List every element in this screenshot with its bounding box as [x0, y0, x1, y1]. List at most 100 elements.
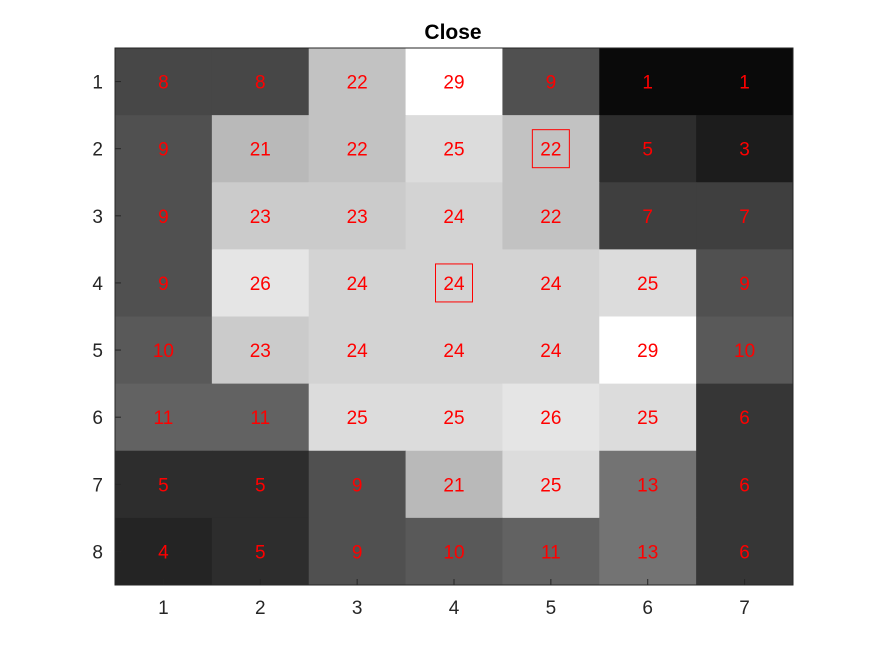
- cell-value-label: 25: [443, 140, 464, 161]
- y-tick-label: 7: [92, 475, 103, 496]
- cell-value-label: 9: [158, 207, 169, 228]
- cell-value-label: 23: [347, 207, 368, 228]
- heatmap-cell: [211, 450, 310, 519]
- heatmap-cell: [211, 316, 310, 385]
- cell-value-label: 9: [352, 475, 363, 496]
- heatmap-cell: [115, 249, 213, 317]
- cell-value-label: 25: [347, 408, 368, 429]
- cell-value-label: 11: [541, 542, 561, 563]
- heatmap-cell: [115, 182, 213, 250]
- cell-value-label: 4: [158, 542, 169, 563]
- highlight-boxes: [435, 129, 570, 303]
- cell-value-label: 13: [637, 475, 658, 496]
- y-tick-label: 8: [92, 542, 103, 563]
- heatmap-cell: [599, 182, 697, 250]
- cell-value-label: 5: [642, 140, 653, 161]
- x-tick-label: 7: [739, 598, 750, 619]
- heatmap-cell: [599, 383, 697, 452]
- heatmap-cell: [502, 517, 600, 586]
- heatmap-cell: [115, 115, 213, 183]
- cell-value-label: 22: [347, 73, 368, 94]
- heatmap-cell: [308, 182, 407, 250]
- cell-value-label: 24: [443, 274, 465, 295]
- cell-value-label: 25: [443, 408, 464, 429]
- cell-value-label: 6: [739, 408, 750, 429]
- cell-value-label: 21: [443, 475, 464, 496]
- cell-value-label: 8: [158, 73, 169, 94]
- heatmap-cell: [502, 316, 600, 385]
- cell-value-label: 5: [158, 475, 169, 496]
- heatmap-cell: [599, 517, 697, 586]
- cell-value-label: 7: [642, 207, 653, 228]
- heatmap-cell: [599, 48, 697, 116]
- cell-value-label: 24: [443, 341, 465, 362]
- x-tick-label: 2: [255, 598, 266, 619]
- cell-value-label: 9: [546, 73, 557, 94]
- heatmap-cell: [696, 182, 794, 250]
- heatmap-cell: [115, 48, 213, 116]
- heatmap-cell: [115, 383, 213, 452]
- heatmap-cell: [405, 182, 503, 250]
- cell-value-label: 9: [158, 140, 169, 161]
- heatmap-cell: [405, 383, 503, 452]
- x-tick-label: 5: [546, 598, 557, 619]
- cell-value-label: 25: [637, 274, 658, 295]
- cell-value-label: 29: [443, 73, 464, 94]
- heatmap-cell: [502, 48, 600, 116]
- cell-value-label: 7: [739, 207, 750, 228]
- heatmap-cell: [308, 517, 407, 586]
- y-tick-label: 2: [92, 140, 103, 161]
- heatmap-cell: [211, 249, 310, 317]
- cell-value-label: 11: [250, 408, 270, 429]
- y-axis-ticks: 1 2 3 4 5 6 7 8: [92, 73, 121, 563]
- x-tick-label: 1: [158, 598, 169, 619]
- cell-value-label: 25: [637, 408, 658, 429]
- heatmap-cell: [308, 316, 407, 385]
- heatmap-cell: [405, 316, 503, 385]
- cell-value-label: 9: [352, 542, 363, 563]
- y-tick-label: 4: [92, 274, 103, 295]
- heatmap-cell: [599, 115, 697, 183]
- heatmap-cell: [211, 383, 310, 452]
- heatmap-cell: [696, 115, 794, 183]
- x-tick-label: 4: [449, 598, 460, 619]
- heatmap-cell: [211, 48, 310, 116]
- x-axis-ticks: 1 2 3 4 5 6 7: [158, 579, 750, 619]
- heatmap-cells: [115, 48, 794, 586]
- cell-value-label: 9: [739, 274, 750, 295]
- y-tick-label: 1: [92, 73, 103, 94]
- cell-value-label: 24: [347, 274, 369, 295]
- cell-value-label: 8: [255, 73, 266, 94]
- heatmap-cell: [405, 517, 503, 586]
- heatmap-cell: [405, 450, 503, 519]
- cell-value-label: 22: [540, 207, 561, 228]
- heatmap-cell: [696, 249, 794, 317]
- x-tick-label: 6: [642, 598, 653, 619]
- heatmap-cell: [115, 316, 213, 385]
- cell-value-label: 9: [158, 274, 169, 295]
- heatmap-cell: [599, 316, 697, 385]
- heatmap-cell: [211, 115, 310, 183]
- x-tick-label: 3: [352, 598, 363, 619]
- heatmap-cell: [502, 182, 600, 250]
- heatmap-cell: [211, 182, 310, 250]
- cell-value-label: 11: [154, 408, 174, 429]
- heatmap-cell: [308, 249, 407, 317]
- heatmap-cell: [115, 517, 213, 586]
- heatmap-cell: [211, 517, 310, 586]
- cell-value-label: 10: [734, 341, 755, 362]
- heatmap-cell: [405, 249, 503, 317]
- heatmap-cell: [696, 517, 794, 586]
- cell-value-label: 6: [739, 475, 750, 496]
- cell-value-label: 22: [347, 140, 368, 161]
- heatmap-cell: [696, 383, 794, 452]
- cell-value-label: 24: [443, 207, 465, 228]
- heatmap-cell: [115, 450, 213, 519]
- heatmap-cell: [696, 450, 794, 519]
- cell-value-labels: 8 8 22 29 9 1 19 21 22 25 22 5 39 23 23 24 22 7 79 26 24 24 24…: [153, 73, 755, 564]
- cell-value-label: 10: [443, 542, 464, 563]
- heatmap-cell: [405, 48, 503, 116]
- heatmap-cell: [308, 48, 407, 116]
- cell-value-label: 26: [250, 274, 271, 295]
- cell-value-label: 5: [255, 475, 266, 496]
